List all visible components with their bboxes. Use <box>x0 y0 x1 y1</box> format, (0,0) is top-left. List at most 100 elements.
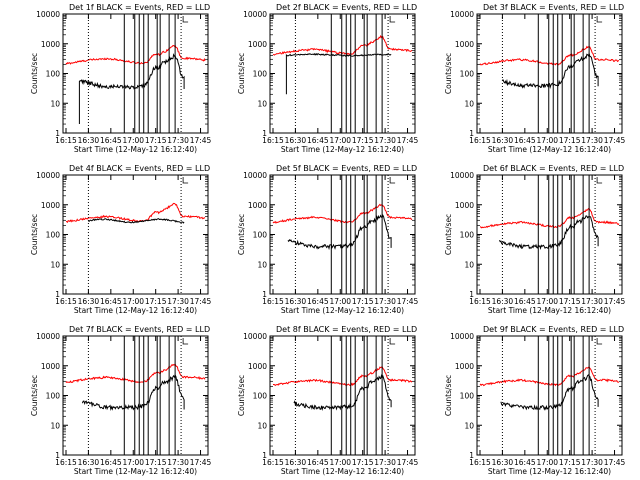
x-axis-label: Start Time (12-May-12 16:12:40) <box>281 467 404 476</box>
y-tick-label: 1000 <box>41 40 60 49</box>
x-tick-label: 16:45 <box>100 297 122 306</box>
x-axis-label: Start Time (12-May-12 16:12:40) <box>281 145 404 154</box>
black-events-line <box>88 218 185 224</box>
panel-title: Det 5f BLACK = Events, RED = LLD <box>276 164 417 173</box>
y-tick-label: 1000 <box>455 201 474 210</box>
x-tick-label: 17:45 <box>190 136 212 145</box>
x-tick-label: 17:00 <box>329 297 351 306</box>
y-tick-label: 1 <box>262 129 267 138</box>
plot-frame <box>476 335 623 456</box>
y-tick-label: 1 <box>262 290 267 299</box>
y-tick-label: 100 <box>460 231 475 240</box>
y-tick-label: 1 <box>469 290 474 299</box>
corner-marker <box>596 177 603 184</box>
y-tick-label: 10 <box>257 260 267 269</box>
y-tick-label: 10 <box>257 421 267 430</box>
x-tick-label: 17:00 <box>536 297 558 306</box>
y-tick-label: 10 <box>50 99 60 108</box>
x-axis-label: Start Time (12-May-12 16:12:40) <box>74 306 197 315</box>
x-tick-label: 17:30 <box>581 458 603 467</box>
x-tick-label: 17:45 <box>397 297 419 306</box>
x-tick-label: 16:45 <box>514 297 536 306</box>
y-axis-label: Counts/sec <box>30 375 39 416</box>
x-tick-label: 17:45 <box>397 136 419 145</box>
x-tick-label: 17:00 <box>122 458 144 467</box>
y-tick-label: 1 <box>262 451 267 460</box>
x-tick-label: 17:45 <box>604 458 626 467</box>
x-tick-label: 16:30 <box>78 297 100 306</box>
y-tick-label: 1000 <box>248 362 267 371</box>
y-tick-label: 100 <box>253 392 268 401</box>
detector-panel-2: Det 2f BLACK = Events, RED = LLD 1 10 100 10… <box>237 3 419 154</box>
x-axis-label: Start Time (12-May-12 16:12:40) <box>74 467 197 476</box>
y-tick-label: 100 <box>46 70 61 79</box>
x-tick-label: 16:15 <box>469 136 491 145</box>
y-tick-label: 1 <box>469 451 474 460</box>
x-tick-label: 16:45 <box>100 458 122 467</box>
y-tick-label: 100 <box>46 392 61 401</box>
red-lld-line <box>65 44 206 65</box>
y-axis-label: Counts/sec <box>444 214 453 255</box>
black-events-line <box>287 214 392 251</box>
x-axis-label: Start Time (12-May-12 16:12:40) <box>488 145 611 154</box>
x-tick-label: 16:15 <box>55 458 77 467</box>
x-tick-label: 17:00 <box>122 297 144 306</box>
x-tick-label: 17:45 <box>397 458 419 467</box>
y-tick-label: 10000 <box>36 10 60 19</box>
black-events-line <box>81 373 185 411</box>
corner-marker <box>182 16 189 23</box>
y-axis-label: Counts/sec <box>237 53 246 94</box>
panel-title: Det 7f BLACK = Events, RED = LLD <box>69 325 210 334</box>
black-events-line <box>78 53 185 124</box>
plot-frame <box>269 174 416 295</box>
y-tick-label: 1 <box>55 129 60 138</box>
y-tick-label: 100 <box>460 392 475 401</box>
x-tick-label: 17:15 <box>559 458 581 467</box>
y-tick-label: 10 <box>464 421 474 430</box>
panel-title: Det 6f BLACK = Events, RED = LLD <box>483 164 624 173</box>
corner-marker <box>182 338 189 345</box>
x-tick-label: 17:00 <box>329 458 351 467</box>
panel-title: Det 2f BLACK = Events, RED = LLD <box>276 3 417 12</box>
x-tick-label: 16:45 <box>514 136 536 145</box>
x-tick-label: 17:15 <box>352 136 374 145</box>
x-tick-label: 16:15 <box>55 297 77 306</box>
y-tick-label: 10000 <box>36 332 60 341</box>
x-tick-label: 16:30 <box>285 136 307 145</box>
detector-panel-7: Det 7f BLACK = Events, RED = LLD 1 10 100 10… <box>30 325 212 476</box>
y-tick-label: 1000 <box>248 40 267 49</box>
detector-panel-8: Det 8f BLACK = Events, RED = LLD 1 10 100 10… <box>237 325 419 476</box>
corner-marker <box>389 16 396 23</box>
x-tick-label: 17:15 <box>559 297 581 306</box>
y-tick-label: 1 <box>469 129 474 138</box>
y-tick-label: 10000 <box>36 171 60 180</box>
y-tick-label: 10 <box>50 421 60 430</box>
corner-marker <box>389 338 396 345</box>
panel-title: Det 3f BLACK = Events, RED = LLD <box>483 3 624 12</box>
red-lld-line <box>272 203 413 224</box>
x-tick-label: 17:30 <box>167 458 189 467</box>
y-tick-label: 10000 <box>450 10 474 19</box>
red-lld-line <box>273 365 413 387</box>
red-lld-line <box>480 208 620 229</box>
x-axis-label: Start Time (12-May-12 16:12:40) <box>488 467 611 476</box>
red-lld-line <box>65 202 206 223</box>
y-tick-label: 100 <box>253 70 268 79</box>
x-tick-label: 17:30 <box>581 297 603 306</box>
x-tick-label: 17:00 <box>536 136 558 145</box>
panel-title: Det 8f BLACK = Events, RED = LLD <box>276 325 417 334</box>
x-axis-label: Start Time (12-May-12 16:12:40) <box>74 145 197 154</box>
y-axis-label: Counts/sec <box>30 214 39 255</box>
x-tick-label: 16:30 <box>492 297 514 306</box>
black-events-line <box>502 51 599 89</box>
y-tick-label: 10000 <box>243 171 267 180</box>
x-tick-label: 17:45 <box>190 297 212 306</box>
x-tick-label: 16:45 <box>307 297 329 306</box>
x-tick-label: 17:30 <box>167 136 189 145</box>
x-tick-label: 17:30 <box>374 458 396 467</box>
x-tick-label: 17:15 <box>145 458 167 467</box>
red-lld-line <box>479 366 620 387</box>
detector-panel-9: Det 9f BLACK = Events, RED = LLD 1 10 100 10… <box>444 325 626 476</box>
y-tick-label: 10 <box>464 99 474 108</box>
